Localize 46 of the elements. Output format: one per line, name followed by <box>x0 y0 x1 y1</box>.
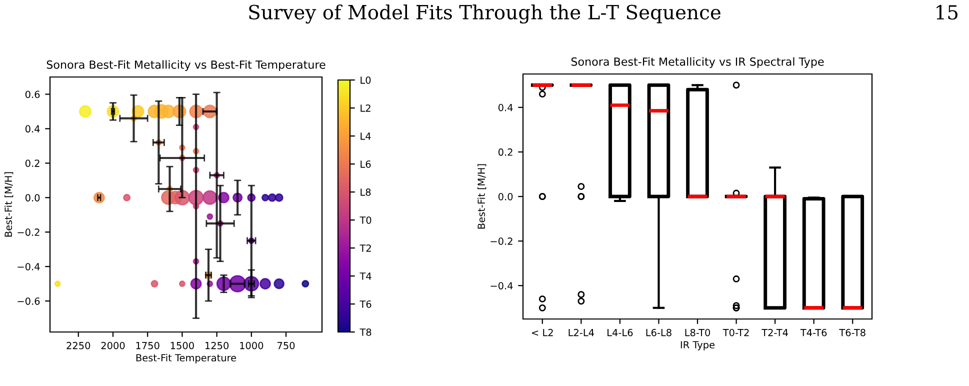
text: Survey of Model Fits Through the L-T Sequence <box>249 4 720 24</box>
color-bar-label: T6 <box>360 300 372 308</box>
y-tick-label: 0.2 <box>25 160 40 167</box>
color-bar-label: L2 <box>360 104 370 112</box>
x-tick-label: < L2 <box>532 328 553 336</box>
y-tick-label: 0.2 <box>498 148 512 156</box>
color-bar-label: L0 <box>360 76 371 84</box>
y-tick-label: 0.4 <box>25 125 40 133</box>
y-tick-label: −0.4 <box>18 263 40 270</box>
y-tick-label: 0.0 <box>498 192 513 200</box>
chart-title: Sonora Best-Fit Metallicity vs IR Spectral Type <box>571 57 824 68</box>
y-tick-label: −0.2 <box>18 228 40 236</box>
color-bar-label: T0 <box>360 216 372 224</box>
x-axis-title: IR Type <box>680 341 714 350</box>
x-tick-label: L2-L4 <box>568 328 594 336</box>
y-tick-label: 0.0 <box>25 194 40 202</box>
x-tick-label: T0-T2 <box>722 328 749 336</box>
color-bar-label: T2 <box>360 244 371 252</box>
x-tick-label: 1750 <box>136 342 160 350</box>
x-tick-label: 750 <box>278 342 295 350</box>
text: 15 <box>936 4 958 20</box>
x-tick-label: T6-T8 <box>839 328 866 336</box>
chart-title: Sonora Best-Fit Metallicity vs Best-Fit Temperature <box>46 60 326 71</box>
x-tick-label: 1000 <box>240 342 264 350</box>
x-tick-label: L4-L6 <box>608 328 633 336</box>
color-bar-label: T4 <box>360 272 372 280</box>
x-axis-title: Best-Fit Temperature <box>136 354 236 364</box>
y-axis-title: Best-Fit [M/H] <box>477 164 486 229</box>
y-tick-label: −0.6 <box>18 297 40 305</box>
x-tick-label: T4-T6 <box>800 328 827 336</box>
y-tick-label: 0.6 <box>25 90 40 98</box>
color-bar-label: L4 <box>360 132 371 140</box>
x-tick-label: 1500 <box>170 342 194 350</box>
color-bar-label: L8 <box>360 188 371 196</box>
x-tick-label: L6-L8 <box>646 328 672 336</box>
y-tick-label: −0.2 <box>490 238 512 245</box>
x-tick-label: 2000 <box>101 342 125 350</box>
x-tick-label: 1250 <box>205 342 229 350</box>
color-bar-label: L6 <box>360 160 371 168</box>
x-tick-label: L8-T0 <box>685 328 710 336</box>
y-tick-label: 0.4 <box>498 104 513 112</box>
x-tick-label: T2-T4 <box>762 328 788 336</box>
y-axis-title: Best-Fit [M/H] <box>4 172 14 237</box>
x-tick-label: 2250 <box>66 342 90 350</box>
y-tick-label: −0.4 <box>490 282 513 290</box>
color-bar-label: T8 <box>360 328 372 336</box>
